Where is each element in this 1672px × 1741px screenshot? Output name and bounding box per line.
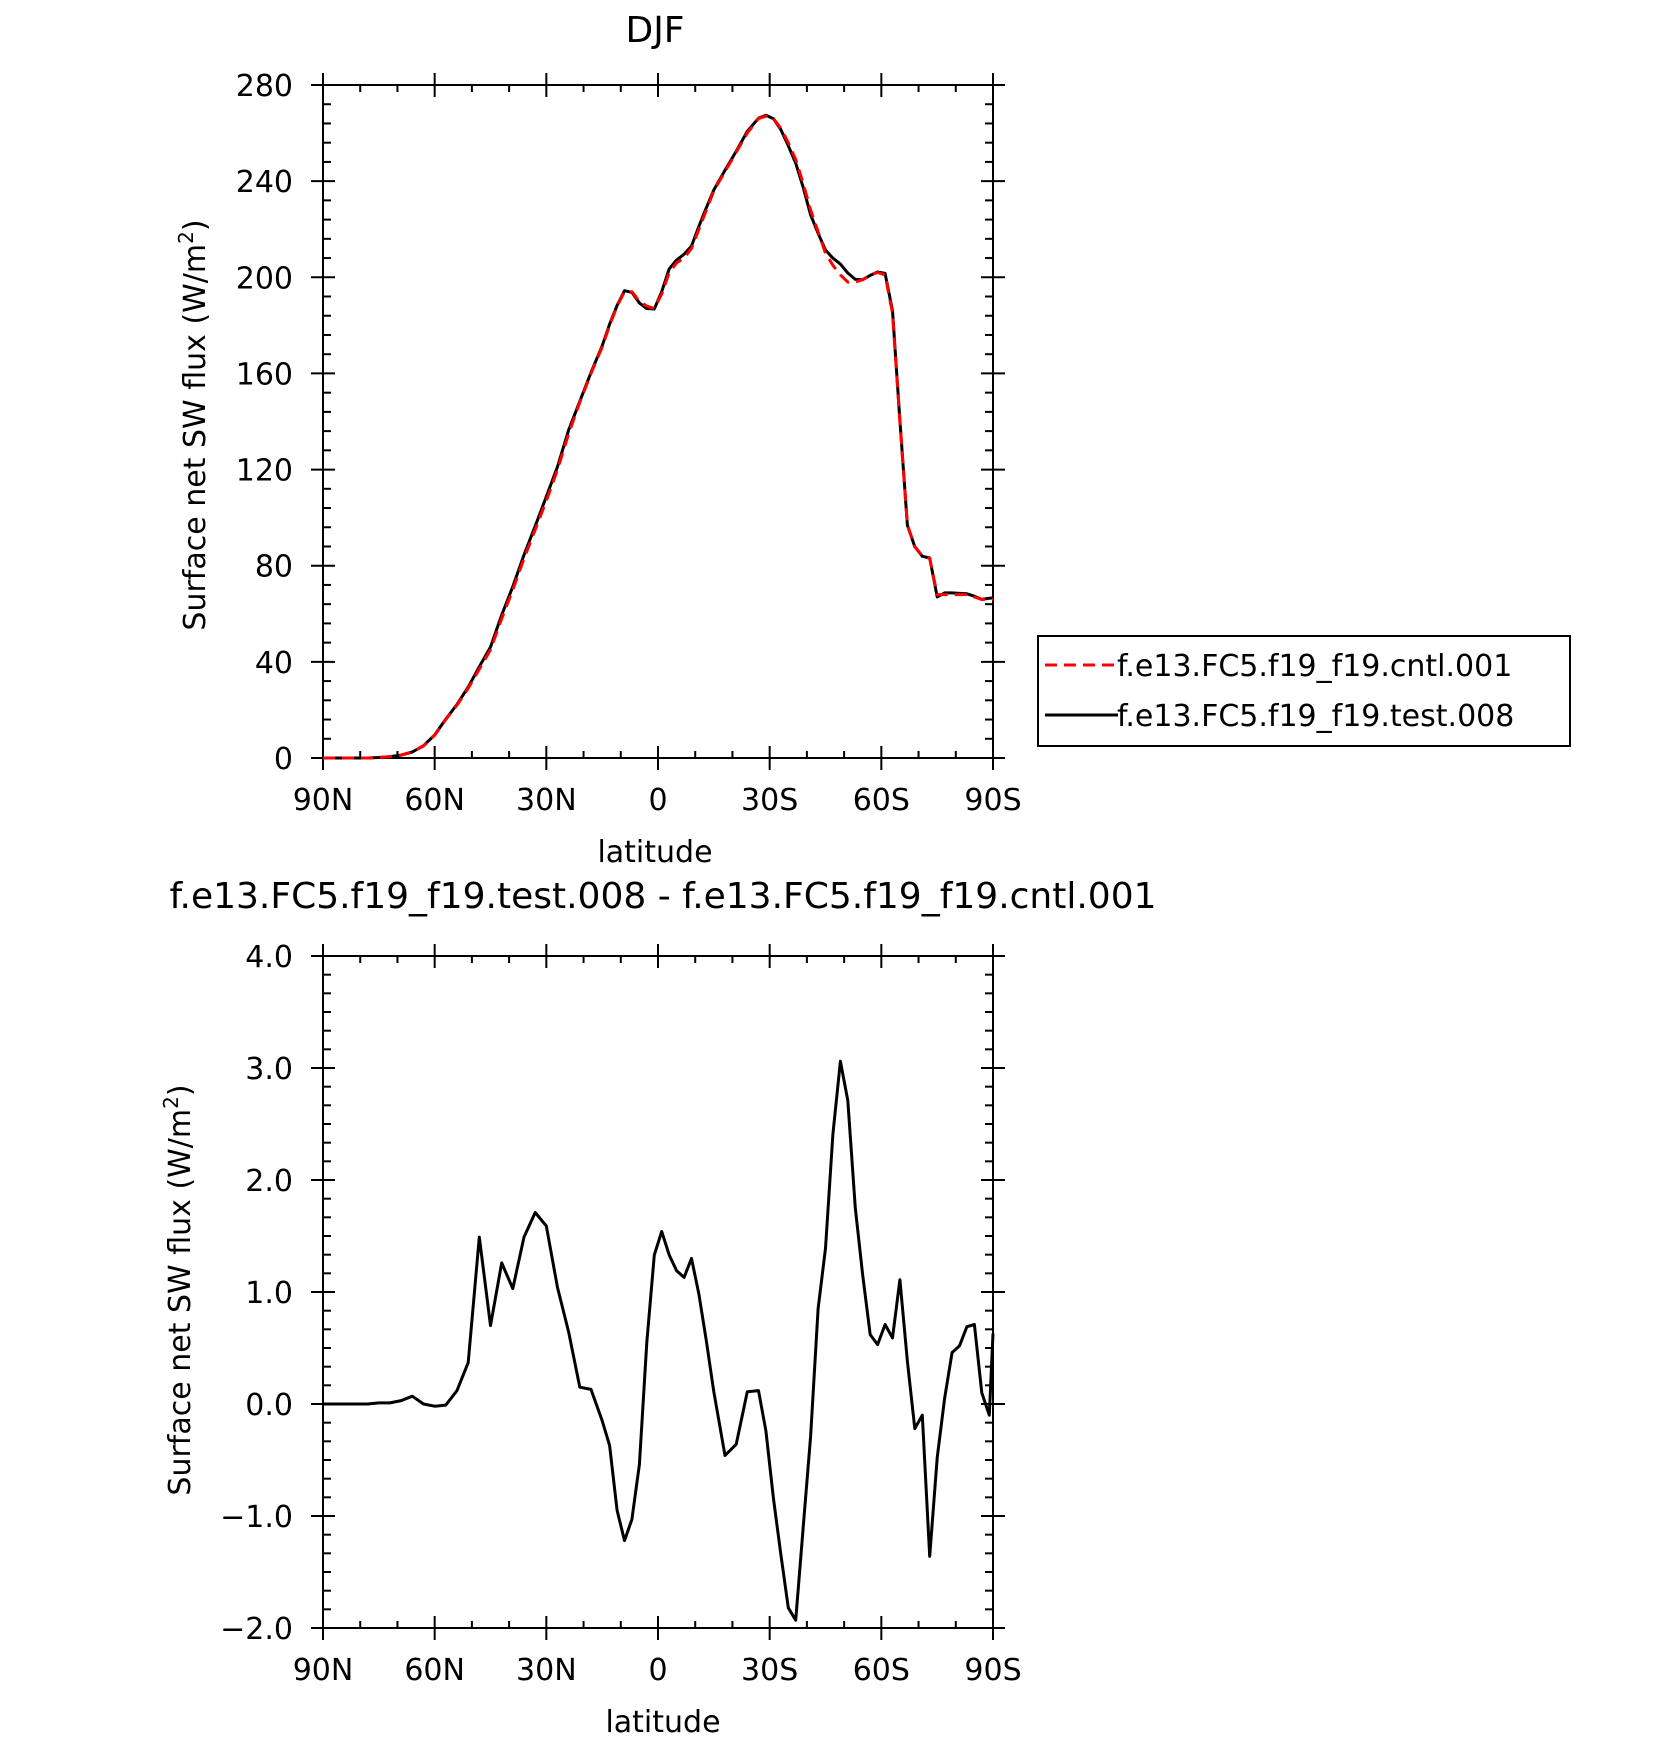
- y-axis-ticks: −2.0 −1.0 0.0 1.0 2.0 3.0 4.0: [220, 940, 1005, 1647]
- x-axis-ticks: 90N 60N 30N 0 30S 60S 90S: [293, 944, 1022, 1688]
- legend: f.e13.FC5.f19_f19.cntl.001 f.e13.FC5.f19…: [1037, 635, 1571, 747]
- y-axis-ticks: 0 40 80 120 160 200 240 280: [236, 69, 1005, 777]
- x-tick-label: 60N: [404, 783, 465, 818]
- chart-title: DJF: [625, 10, 684, 51]
- chart-title: f.e13.FC5.f19_f19.test.008 - f.e13.FC5.f…: [169, 876, 1156, 917]
- y-tick-label: 40: [255, 646, 293, 681]
- y-tick-label: 240: [236, 165, 293, 200]
- x-tick-label: 90S: [964, 783, 1021, 818]
- x-tick-label: 30N: [516, 783, 577, 818]
- chart-bottom-difference: f.e13.FC5.f19_f19.test.008 - f.e13.FC5.f…: [159, 876, 1157, 1740]
- y-tick-label: 200: [236, 261, 293, 296]
- series-lines: [323, 1059, 995, 1622]
- x-tick-label: 60S: [853, 1653, 910, 1688]
- x-tick-label: 0: [648, 783, 667, 818]
- plot-frame: [322, 84, 994, 759]
- x-tick-label: 30S: [741, 1653, 798, 1688]
- series-lines: [323, 113, 994, 760]
- x-tick-label: 60N: [404, 1653, 465, 1688]
- y-tick-label: 0: [274, 742, 293, 777]
- y-tick-label: 3.0: [245, 1052, 293, 1087]
- y-tick-label: −1.0: [220, 1500, 293, 1535]
- x-tick-label: 30S: [741, 783, 798, 818]
- series-line-test: [323, 1059, 995, 1622]
- x-tick-label: 30N: [516, 1653, 577, 1688]
- chart-top-djf: DJF Surface net SW flux (W/m2) latitude …: [174, 10, 1571, 870]
- y-tick-label: 120: [236, 454, 293, 489]
- x-axis-ticks: 90N 60N 30N 0 30S 60S 90S: [293, 73, 1022, 818]
- legend-label-test: f.e13.FC5.f19_f19.test.008: [1117, 699, 1514, 734]
- x-tick-label: 90N: [293, 1653, 354, 1688]
- legend-box: [1037, 635, 1571, 747]
- y-tick-label: 0.0: [245, 1388, 293, 1423]
- series-line-cntl: [323, 114, 993, 760]
- series-line-test: [323, 113, 994, 760]
- x-axis-title: latitude: [597, 835, 712, 870]
- x-tick-label: 0: [648, 1653, 667, 1688]
- x-tick-label: 90S: [964, 1653, 1021, 1688]
- y-tick-label: −2.0: [220, 1612, 293, 1647]
- plot-frame: [322, 955, 994, 1629]
- y-tick-label: 4.0: [245, 940, 293, 975]
- y-tick-label: 2.0: [245, 1164, 293, 1199]
- x-tick-label: 60S: [853, 783, 910, 818]
- y-tick-label: 160: [236, 357, 293, 392]
- x-axis-title: latitude: [605, 1705, 720, 1740]
- y-tick-label: 280: [236, 69, 293, 104]
- legend-label-cntl: f.e13.FC5.f19_f19.cntl.001: [1117, 649, 1512, 684]
- y-axis-title: Surface net SW flux (W/m2): [174, 219, 213, 630]
- y-axis-title: Surface net SW flux (W/m2): [159, 1084, 198, 1495]
- y-tick-label: 80: [255, 550, 293, 585]
- y-tick-label: 1.0: [245, 1276, 293, 1311]
- x-tick-label: 90N: [293, 783, 354, 818]
